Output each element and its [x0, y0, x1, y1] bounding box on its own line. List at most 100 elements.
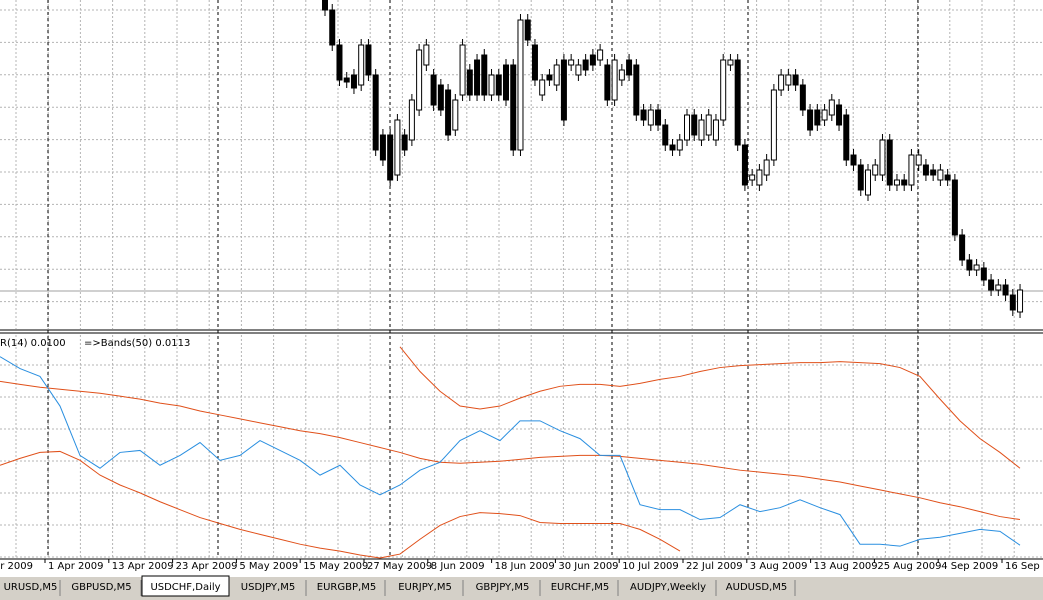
candle-body — [785, 74, 792, 86]
candle-body — [568, 59, 575, 66]
candle-body — [944, 174, 951, 181]
candle-body — [922, 164, 929, 176]
candle-body — [908, 154, 915, 186]
candle-body — [626, 59, 633, 76]
candle-body — [358, 44, 365, 86]
candle-body — [966, 259, 973, 271]
candle-body — [416, 49, 423, 111]
candle-body — [720, 59, 727, 121]
candle-body — [640, 109, 647, 121]
candle-body — [372, 74, 379, 151]
tab[interactable]: GBPJPY,M5 — [476, 582, 530, 593]
indicator-line — [0, 380, 1021, 521]
candle-body — [387, 134, 394, 181]
candle-body — [886, 139, 893, 186]
candle-body — [756, 169, 763, 186]
candle-body — [343, 77, 350, 83]
candle-body — [597, 49, 604, 61]
candle-body — [799, 84, 806, 111]
x-tick-label: 23 Apr 2009 — [176, 561, 238, 572]
candle-body — [821, 109, 828, 121]
x-tick-label: 3 Aug 2009 — [750, 561, 808, 572]
candle-body — [474, 59, 481, 96]
x-tick-label: 1 Apr 2009 — [48, 561, 103, 572]
tab[interactable]: AUDUSD,M5 — [726, 582, 787, 593]
grid — [0, 0, 1043, 558]
candle-body — [973, 264, 980, 271]
candle-body — [879, 139, 886, 176]
candle-body — [488, 74, 495, 96]
tab[interactable]: AUDJPY,Weekly — [630, 582, 706, 593]
candle-body — [589, 54, 596, 66]
tab[interactable]: URUSD,M5 — [4, 582, 58, 593]
tabs: URUSD,M5 GBPUSD,M5 USDCHF,Daily USDJPY,M5 EU… — [4, 575, 796, 597]
indicator-label: =>Bands(50) 0.0113 — [84, 338, 190, 349]
candle-body — [712, 119, 719, 141]
candle-body — [1009, 294, 1016, 311]
candle-body — [691, 114, 698, 136]
candle-body — [524, 19, 531, 41]
tab[interactable]: USDCHF,Daily — [150, 582, 220, 593]
candle-body — [1002, 284, 1009, 296]
candle-body — [727, 59, 734, 66]
candle-body — [452, 99, 459, 131]
candle-body — [828, 99, 835, 116]
candle-body — [633, 64, 640, 116]
candle-body — [546, 74, 553, 81]
x-tick-label: 16 Sep 2009 — [1005, 561, 1043, 572]
candle-body — [466, 69, 473, 96]
candle-body — [807, 109, 814, 131]
candle-body — [445, 89, 452, 136]
tab[interactable]: GBPUSD,M5 — [71, 582, 131, 593]
candle-body — [553, 64, 560, 86]
indicator-line — [0, 356, 1021, 547]
candle-body — [408, 99, 415, 141]
candle-body — [741, 144, 748, 186]
price-window — [322, 0, 1024, 318]
tab[interactable]: USDJPY,M5 — [241, 582, 295, 593]
candle-body — [350, 74, 357, 89]
x-tick-label: 13 Aug 2009 — [814, 561, 878, 572]
candle-body — [850, 154, 857, 166]
candle-body — [517, 19, 524, 151]
x-tick-label: 4 Sep 2009 — [941, 561, 998, 572]
candle-body — [698, 119, 705, 141]
x-tick-label: 15 May 2009 — [303, 561, 368, 572]
tab[interactable]: EURGBP,M5 — [317, 582, 376, 593]
x-tick-label: 8 Jun 2009 — [431, 561, 485, 572]
candle-body — [539, 79, 546, 96]
tab[interactable]: EURCHF,M5 — [551, 582, 610, 593]
tab[interactable]: EURJPY,M5 — [398, 582, 452, 593]
candle-body — [843, 114, 850, 161]
candle-body — [937, 169, 944, 181]
candle-body — [655, 109, 662, 126]
x-tick-label: 25 Aug 2009 — [877, 561, 941, 572]
candle-body — [988, 279, 995, 291]
candle-body — [915, 154, 922, 166]
candle-body — [423, 44, 430, 66]
x-tick-label: 10 Jul 2009 — [622, 561, 679, 572]
candle-body — [604, 64, 611, 101]
x-tick-label: 22 Jul 2009 — [686, 561, 743, 572]
candle-body — [792, 74, 799, 86]
candle-body — [560, 59, 567, 121]
candle-body — [394, 119, 401, 176]
x-tick-label: 30 Jun 2009 — [558, 561, 618, 572]
candle-body — [763, 159, 770, 176]
candle-body — [1017, 289, 1024, 313]
candle-body — [676, 139, 683, 151]
candle-body — [669, 144, 676, 151]
candle-body — [959, 234, 966, 261]
candle-body — [379, 134, 386, 161]
candle-body — [459, 44, 466, 96]
x-tick-label: ar 2009 — [0, 561, 33, 572]
indicator-label: R(14) 0.0100 — [0, 338, 66, 349]
candle-body — [930, 169, 937, 176]
candle-body — [336, 44, 343, 81]
tab-active — [141, 575, 230, 597]
candle-body — [582, 59, 589, 71]
indicator-line — [0, 450, 681, 559]
candle-body — [481, 54, 488, 96]
candle-body — [951, 179, 958, 236]
candle-body — [365, 44, 372, 76]
